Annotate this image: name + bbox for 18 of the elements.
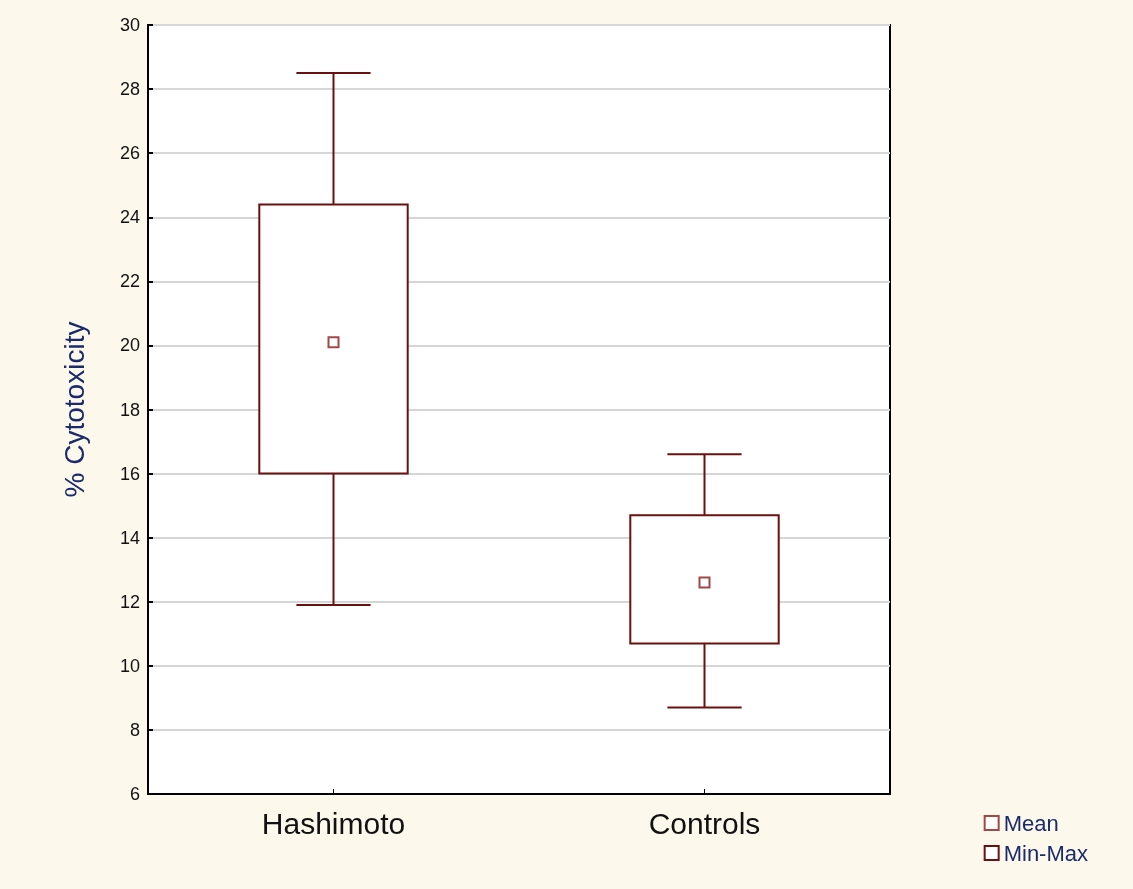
y-tick-label: 26 [119,143,140,164]
y-tick-label: 16 [119,463,140,484]
y-tick-label: 24 [119,207,140,228]
y-tick-label: 22 [119,271,140,292]
y-tick-label: 10 [119,655,140,676]
y-tick-label: 30 [119,15,140,35]
y-tick-label: 20 [119,335,140,356]
y-tick-label: 18 [119,399,140,420]
y-tick-label: 12 [119,591,140,612]
legend-label: Min-Max [1003,840,1089,866]
y-tick-label: 14 [119,527,140,548]
legend-label: Mean [1003,810,1059,836]
x-tick-label: Controls [648,806,761,840]
y-tick-label: 28 [119,79,140,100]
y-tick-label: 6 [129,784,140,804]
y-axis-title: % Cytotoxicity [58,321,90,498]
x-tick-label: Hashimoto [261,806,406,840]
y-tick-label: 8 [129,719,140,740]
